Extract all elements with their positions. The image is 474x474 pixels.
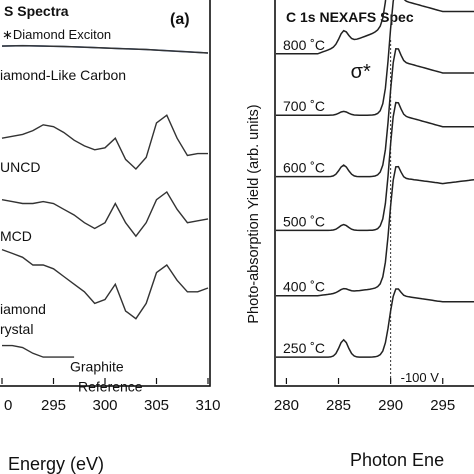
x-tick-label: 0: [4, 397, 12, 414]
series-curve: [2, 344, 75, 358]
bias-voltage-label: -100 V: [401, 370, 440, 385]
panel-a-title: S Spectra: [4, 3, 69, 19]
x-tick-label: 305: [144, 397, 169, 414]
temperature-label: 250 ˚C: [283, 340, 325, 356]
temperature-label: 400 ˚C: [283, 279, 325, 295]
x-tick-label: 285: [326, 397, 351, 414]
panel-a-label: (a): [170, 11, 190, 28]
x-tick-label: 295: [41, 397, 66, 414]
panel-b-x-ticks: 280 285 290 295: [274, 378, 455, 414]
temperature-label: 600 ˚C: [283, 160, 325, 176]
panel-a-frame: [0, 0, 211, 387]
series-curve: [1, 114, 208, 171]
temperature-series-curve: [276, 101, 474, 232]
x-tick-label: 310: [195, 397, 220, 414]
x-tick-label: 280: [274, 397, 299, 414]
panel-b-series-labels: 800 ˚C 700 ˚C 600 ˚C 500 ˚C 400 ˚C 250 ˚C: [283, 37, 325, 356]
panel-a-series-labels: iamond-Like Carbon UNCD MCD iamond rystal Gra…: [0, 67, 143, 395]
series-curve: [1, 248, 209, 320]
x-tick-label: 295: [430, 397, 455, 414]
temperature-series-curve: [276, 165, 474, 297]
sigma-star-label: σ*: [351, 61, 371, 83]
x-tick-label: 290: [378, 397, 403, 414]
panel-b-x-axis-label: Photon Ene: [350, 450, 444, 470]
panel-a: S Spectra (a) ∗Diamond Exciton iamond-Li…: [0, 0, 221, 474]
series-label: iamond-Like Carbon: [0, 67, 126, 83]
panel-b-frame: [274, 0, 474, 387]
panel-a-curves: [1, 44, 209, 358]
panel-b-title: C 1s NEXAFS Spec: [286, 9, 414, 25]
panel-b-curves: [276, 0, 474, 358]
series-label-line2: rystal: [0, 321, 33, 337]
temperature-series-curve: [276, 0, 387, 55]
series-label: Graphite: [70, 359, 124, 375]
series-label: MCD: [0, 228, 32, 244]
panel-b: C 1s NEXAFS Spec Photo-absorption Yield …: [246, 0, 474, 470]
series-label-line2: Reference: [78, 379, 143, 395]
x-tick-label: 300: [92, 397, 117, 414]
temperature-series-curve: [276, 0, 474, 116]
temperature-label: 500 ˚C: [283, 213, 325, 229]
series-label: UNCD: [0, 159, 40, 175]
series-label: iamond: [0, 301, 46, 317]
panel-a-x-ticks: 0 295 300 305 310: [1, 378, 221, 414]
series-curve: [1, 190, 209, 238]
series-curve: [1, 44, 209, 54]
panel-a-x-axis-label: Energy (eV): [8, 454, 104, 474]
panel-b-y-axis-label: Photo-absorption Yield (arb. units): [246, 104, 262, 323]
temperature-series-curve: [276, 288, 474, 358]
temperature-label: 800 ˚C: [283, 37, 325, 53]
temperature-series-curve: [276, 48, 474, 178]
diamond-exciton-annotation: ∗Diamond Exciton: [2, 27, 111, 42]
temperature-label: 700 ˚C: [283, 98, 325, 114]
